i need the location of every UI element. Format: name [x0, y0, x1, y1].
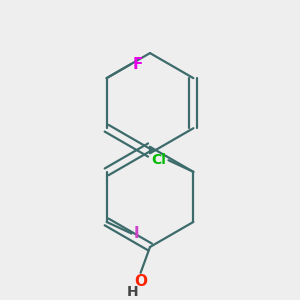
Text: H: H — [127, 285, 138, 299]
Text: I: I — [134, 226, 140, 241]
Text: Cl: Cl — [151, 153, 166, 167]
Text: F: F — [133, 57, 143, 72]
Text: O: O — [134, 274, 147, 290]
